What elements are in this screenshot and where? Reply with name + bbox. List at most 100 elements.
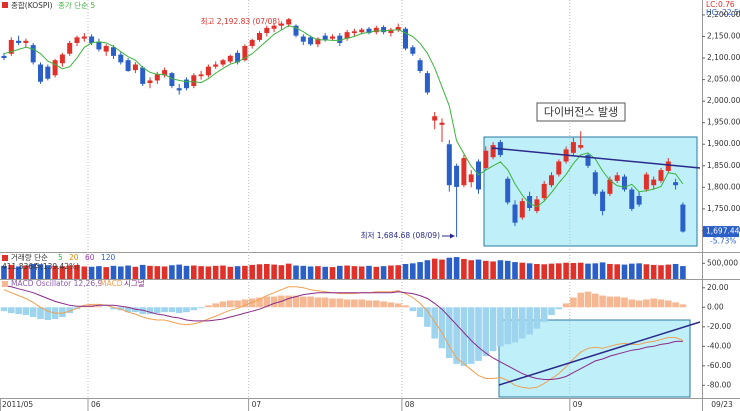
volume-bar <box>205 266 212 279</box>
volume-bar <box>147 265 153 279</box>
macd-histogram <box>526 307 533 335</box>
candle-body <box>680 204 686 232</box>
last-date: 09/23 <box>711 400 733 409</box>
candle-body <box>446 144 452 186</box>
candle-body <box>549 175 554 186</box>
macd-histogram <box>358 299 365 308</box>
volume-bar <box>59 266 66 279</box>
lc-label: LC:0.76 <box>706 0 735 9</box>
volume-bar <box>227 266 234 279</box>
volume-bar <box>118 266 124 279</box>
y-tick-label: 1,900.00 <box>707 139 740 148</box>
macd-histogram <box>635 300 643 308</box>
volume-bar <box>66 265 73 279</box>
candle-body <box>1 55 7 59</box>
volume-bar <box>300 265 307 279</box>
candle-body <box>315 38 321 45</box>
volume-bar <box>37 264 44 279</box>
volume-bar <box>556 263 562 279</box>
divergence-box <box>483 136 698 247</box>
macd-histogram <box>467 307 475 364</box>
candle-body <box>483 150 489 168</box>
macd-histogram <box>300 296 307 308</box>
candle-body <box>424 73 430 93</box>
macd-histogram <box>351 299 358 308</box>
volume-bar <box>249 264 255 279</box>
candle-body <box>81 36 87 39</box>
marks <box>0 0 687 398</box>
candle-body <box>636 195 642 205</box>
volume-bar <box>672 263 679 279</box>
candle-body <box>600 191 606 212</box>
legend-entry: MACD <box>100 279 123 288</box>
volume-bar <box>358 266 365 279</box>
volume-bar <box>680 266 686 279</box>
volume-bar <box>271 264 277 279</box>
y-tick-label: 1,800.00 <box>707 182 740 191</box>
candle-body <box>351 31 357 34</box>
candle-body <box>300 36 306 42</box>
volume-bar <box>577 262 584 279</box>
candle-body <box>585 155 591 166</box>
candle-body <box>570 142 576 153</box>
macd-histogram <box>409 307 417 312</box>
candle-body <box>512 204 518 223</box>
macd-histogram <box>212 303 219 308</box>
macd-histogram <box>219 301 227 308</box>
volume-bar <box>497 260 504 279</box>
volume-value-label: 411,836주(139.42%) <box>2 262 79 271</box>
candle-body <box>673 182 679 186</box>
macd-histogram <box>321 297 329 308</box>
volume-bar <box>351 266 358 279</box>
macd-histogram <box>37 307 44 319</box>
candle-body <box>461 158 467 186</box>
candle-body <box>286 19 292 25</box>
candle-body <box>205 66 211 76</box>
y-tick-label: 2,100.00 <box>707 53 740 62</box>
candle-body <box>330 36 335 39</box>
volume-bar <box>380 266 387 279</box>
candle-body <box>169 73 175 87</box>
macd-histogram <box>416 307 424 318</box>
last-price-label: 1,697.44 <box>706 227 740 236</box>
legend-entry: 시그널 <box>124 279 145 288</box>
volume-bar <box>614 264 620 279</box>
candle-body <box>96 41 102 50</box>
candle-body <box>8 39 14 54</box>
candle-body <box>67 42 73 54</box>
macd-histogram <box>365 300 373 308</box>
candle-body <box>132 64 138 71</box>
candle-body <box>454 165 460 187</box>
candle-body <box>592 172 598 194</box>
candle-body <box>271 25 277 29</box>
volume-bar <box>234 266 241 279</box>
volume-bar <box>446 257 453 279</box>
macd-histogram <box>314 297 322 308</box>
volume-bar <box>512 262 518 279</box>
macd-histogram <box>292 295 300 308</box>
volume-bar <box>169 265 175 279</box>
volume-bar <box>402 263 409 279</box>
y-tick-label: 0.00 <box>707 302 724 311</box>
divergence-label: 다이버전스 발생 <box>544 106 618 119</box>
volume-bar <box>519 262 526 279</box>
y-tick-label: 1,750.00 <box>707 204 740 213</box>
volume-bar <box>307 266 314 279</box>
x-tick-label: 09 <box>573 400 583 409</box>
candle-body <box>249 39 255 46</box>
candle-body <box>658 170 664 181</box>
volume-bar <box>212 265 219 279</box>
y-tick-label: 2,200.00 <box>707 10 740 19</box>
candle-body <box>395 27 401 31</box>
candle-body <box>118 54 124 63</box>
candle-body <box>111 47 116 56</box>
volume-ma-legend: 120 <box>101 253 116 262</box>
macd-histogram <box>241 299 249 308</box>
y-tick-label: -40.00 <box>707 341 731 350</box>
macd-histogram <box>540 307 548 322</box>
candle-body <box>527 195 533 209</box>
volume-bar <box>81 266 88 279</box>
macd-histogram <box>533 307 541 329</box>
macd-histogram <box>621 297 628 308</box>
